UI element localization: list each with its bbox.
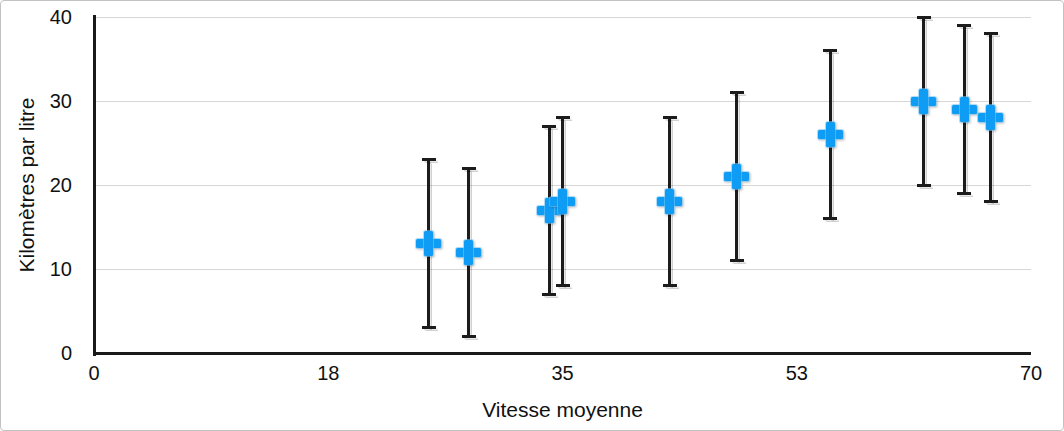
error-bar-cap-bottom — [422, 326, 436, 329]
x-axis-title: Vitesse moyenne — [94, 397, 1031, 423]
error-bar-cap-top — [542, 125, 556, 128]
data-point-marker — [818, 122, 843, 147]
data-point-marker — [550, 189, 575, 214]
x-tick-label: 0 — [64, 361, 124, 385]
plus-marker-vertical-bar — [424, 231, 433, 256]
plus-marker-vertical-bar — [558, 189, 567, 214]
y-tick-label: 20 — [12, 173, 72, 197]
y-tick-label: 0 — [12, 341, 72, 365]
y-tick-label: 40 — [12, 5, 72, 29]
error-bar-cap-top — [730, 91, 744, 94]
data-point-marker — [416, 231, 441, 256]
data-point-marker — [911, 89, 936, 114]
gridline — [94, 17, 1031, 18]
plus-marker-vertical-bar — [986, 105, 995, 130]
error-bar-cap-bottom — [542, 293, 556, 296]
error-bar-cap-bottom — [556, 284, 570, 287]
gridline — [94, 101, 1031, 102]
plus-marker-vertical-bar — [732, 164, 741, 189]
error-bar-cap-bottom — [663, 284, 677, 287]
error-bar-cap-bottom — [462, 335, 476, 338]
error-bar-cap-top — [462, 167, 476, 170]
error-bar-cap-bottom — [957, 192, 971, 195]
plus-marker-vertical-bar — [919, 89, 928, 114]
error-bar-cap-top — [823, 49, 837, 52]
y-tick-label: 30 — [12, 89, 72, 113]
error-bar-cap-bottom — [984, 200, 998, 203]
data-point-marker — [978, 105, 1003, 130]
error-bar-cap-top — [984, 32, 998, 35]
error-bar-cap-top — [422, 158, 436, 161]
error-bar-cap-bottom — [730, 259, 744, 262]
error-bar-cap-top — [556, 116, 570, 119]
plus-marker-vertical-bar — [464, 240, 473, 265]
x-axis-line — [93, 352, 1032, 355]
y-axis-line — [93, 15, 96, 356]
error-bar-cap-bottom — [917, 184, 931, 187]
plus-marker-vertical-bar — [665, 189, 674, 214]
y-tick-label: 10 — [12, 257, 72, 281]
error-bar-cap-top — [663, 116, 677, 119]
x-tick-label: 53 — [767, 361, 827, 385]
data-point-marker — [657, 189, 682, 214]
error-bar-scatter-chart: Kilomètres par litre Vitesse moyenne 010… — [0, 0, 1064, 431]
data-point-marker — [952, 97, 977, 122]
x-tick-label: 70 — [1001, 361, 1061, 385]
data-point-marker — [724, 164, 749, 189]
error-bar-cap-bottom — [823, 217, 837, 220]
x-tick-label: 18 — [298, 361, 358, 385]
plus-marker-vertical-bar — [960, 97, 969, 122]
data-point-marker — [456, 240, 481, 265]
x-tick-label: 35 — [533, 361, 593, 385]
error-bar-cap-top — [917, 16, 931, 19]
plus-marker-vertical-bar — [826, 122, 835, 147]
error-bar-cap-top — [957, 24, 971, 27]
